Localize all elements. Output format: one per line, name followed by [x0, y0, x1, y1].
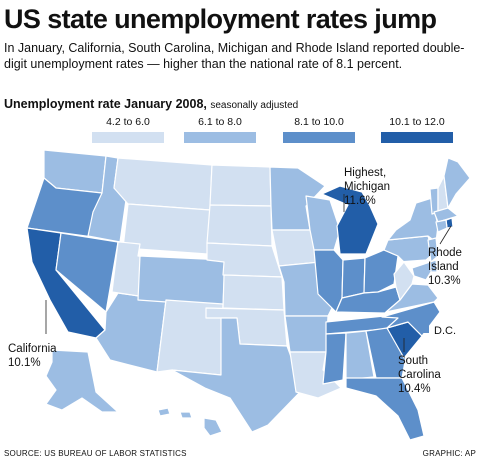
callout-michigan-value: 11.6%: [344, 195, 376, 207]
state-AR: [284, 315, 329, 353]
callout-michigan-line1: Highest,: [344, 167, 387, 179]
state-ME: [443, 157, 471, 209]
callout-sc-value: 10.4%: [398, 383, 431, 395]
dc-label: D.C.: [434, 325, 456, 337]
legend-title-text: Unemployment rate January 2008,: [4, 97, 207, 111]
legend-title: Unemployment rate January 2008, seasonal…: [4, 97, 298, 111]
state-MA: [433, 207, 459, 223]
state-FL: [345, 377, 425, 441]
callout-rhode-line1: Rhode: [428, 247, 462, 259]
state-HI: [157, 407, 223, 437]
state-MT: [113, 157, 213, 211]
legend-label-3: 8.1 to 10.0: [294, 116, 344, 128]
state-MD: [411, 261, 432, 281]
state-TX: [171, 317, 301, 433]
legend-swatch-1: [92, 132, 164, 143]
source-note: SOURCE: US Bureau of Labor Statistics: [4, 449, 187, 458]
legend-label-4: 10.1 to 12.0: [389, 116, 445, 128]
callout-sc-line1: South: [398, 355, 429, 367]
legend-note: seasonally adjusted: [210, 100, 299, 111]
state-KS: [222, 274, 285, 311]
state-OH: [363, 249, 399, 294]
state-NE: [206, 242, 283, 278]
page-title: US state unemployment rates jump: [4, 4, 437, 34]
legend-label-2: 6.1 to 8.0: [198, 116, 242, 128]
callout-rhode-line2: Island: [428, 261, 459, 273]
callout-rhode-island: Rhode Island 10.3%: [428, 246, 462, 288]
state-CT: [435, 219, 448, 233]
state-CO: [137, 255, 226, 307]
callout-south-carolina: South Carolina 10.4%: [398, 354, 441, 396]
callout-california: California 10.1%: [8, 342, 57, 370]
legend-swatch-4: [381, 132, 453, 143]
state-IN: [341, 257, 366, 299]
graphic-credit: GRAPHIC: AP: [422, 449, 476, 458]
callout-california-line1: California: [8, 343, 57, 355]
state-SD: [206, 204, 273, 247]
state-NJ: [427, 237, 439, 263]
legend-swatch-3: [283, 132, 355, 143]
state-MI: [321, 185, 379, 255]
callout-rhode-value: 10.3%: [428, 275, 461, 287]
legend-label-1: 4.2 to 6.0: [106, 116, 150, 128]
legend-swatch-2: [184, 132, 256, 143]
callout-michigan: Highest, Michigan 11.6%: [344, 166, 390, 208]
rhode-island-leader: [439, 225, 452, 245]
dc-marker: [420, 324, 429, 333]
state-MS: [322, 332, 347, 385]
state-VT: [429, 187, 439, 215]
state-ND: [209, 164, 272, 207]
state-GA: [365, 327, 407, 379]
subtitle: In January, California, South Carolina, …: [4, 41, 465, 71]
state-NY: [387, 197, 439, 243]
callout-sc-line2: Carolina: [398, 369, 441, 381]
us-map: [26, 149, 471, 441]
state-AK: [45, 349, 119, 413]
callout-california-value: 10.1%: [8, 357, 41, 369]
callout-michigan-line2: Michigan: [344, 181, 391, 193]
